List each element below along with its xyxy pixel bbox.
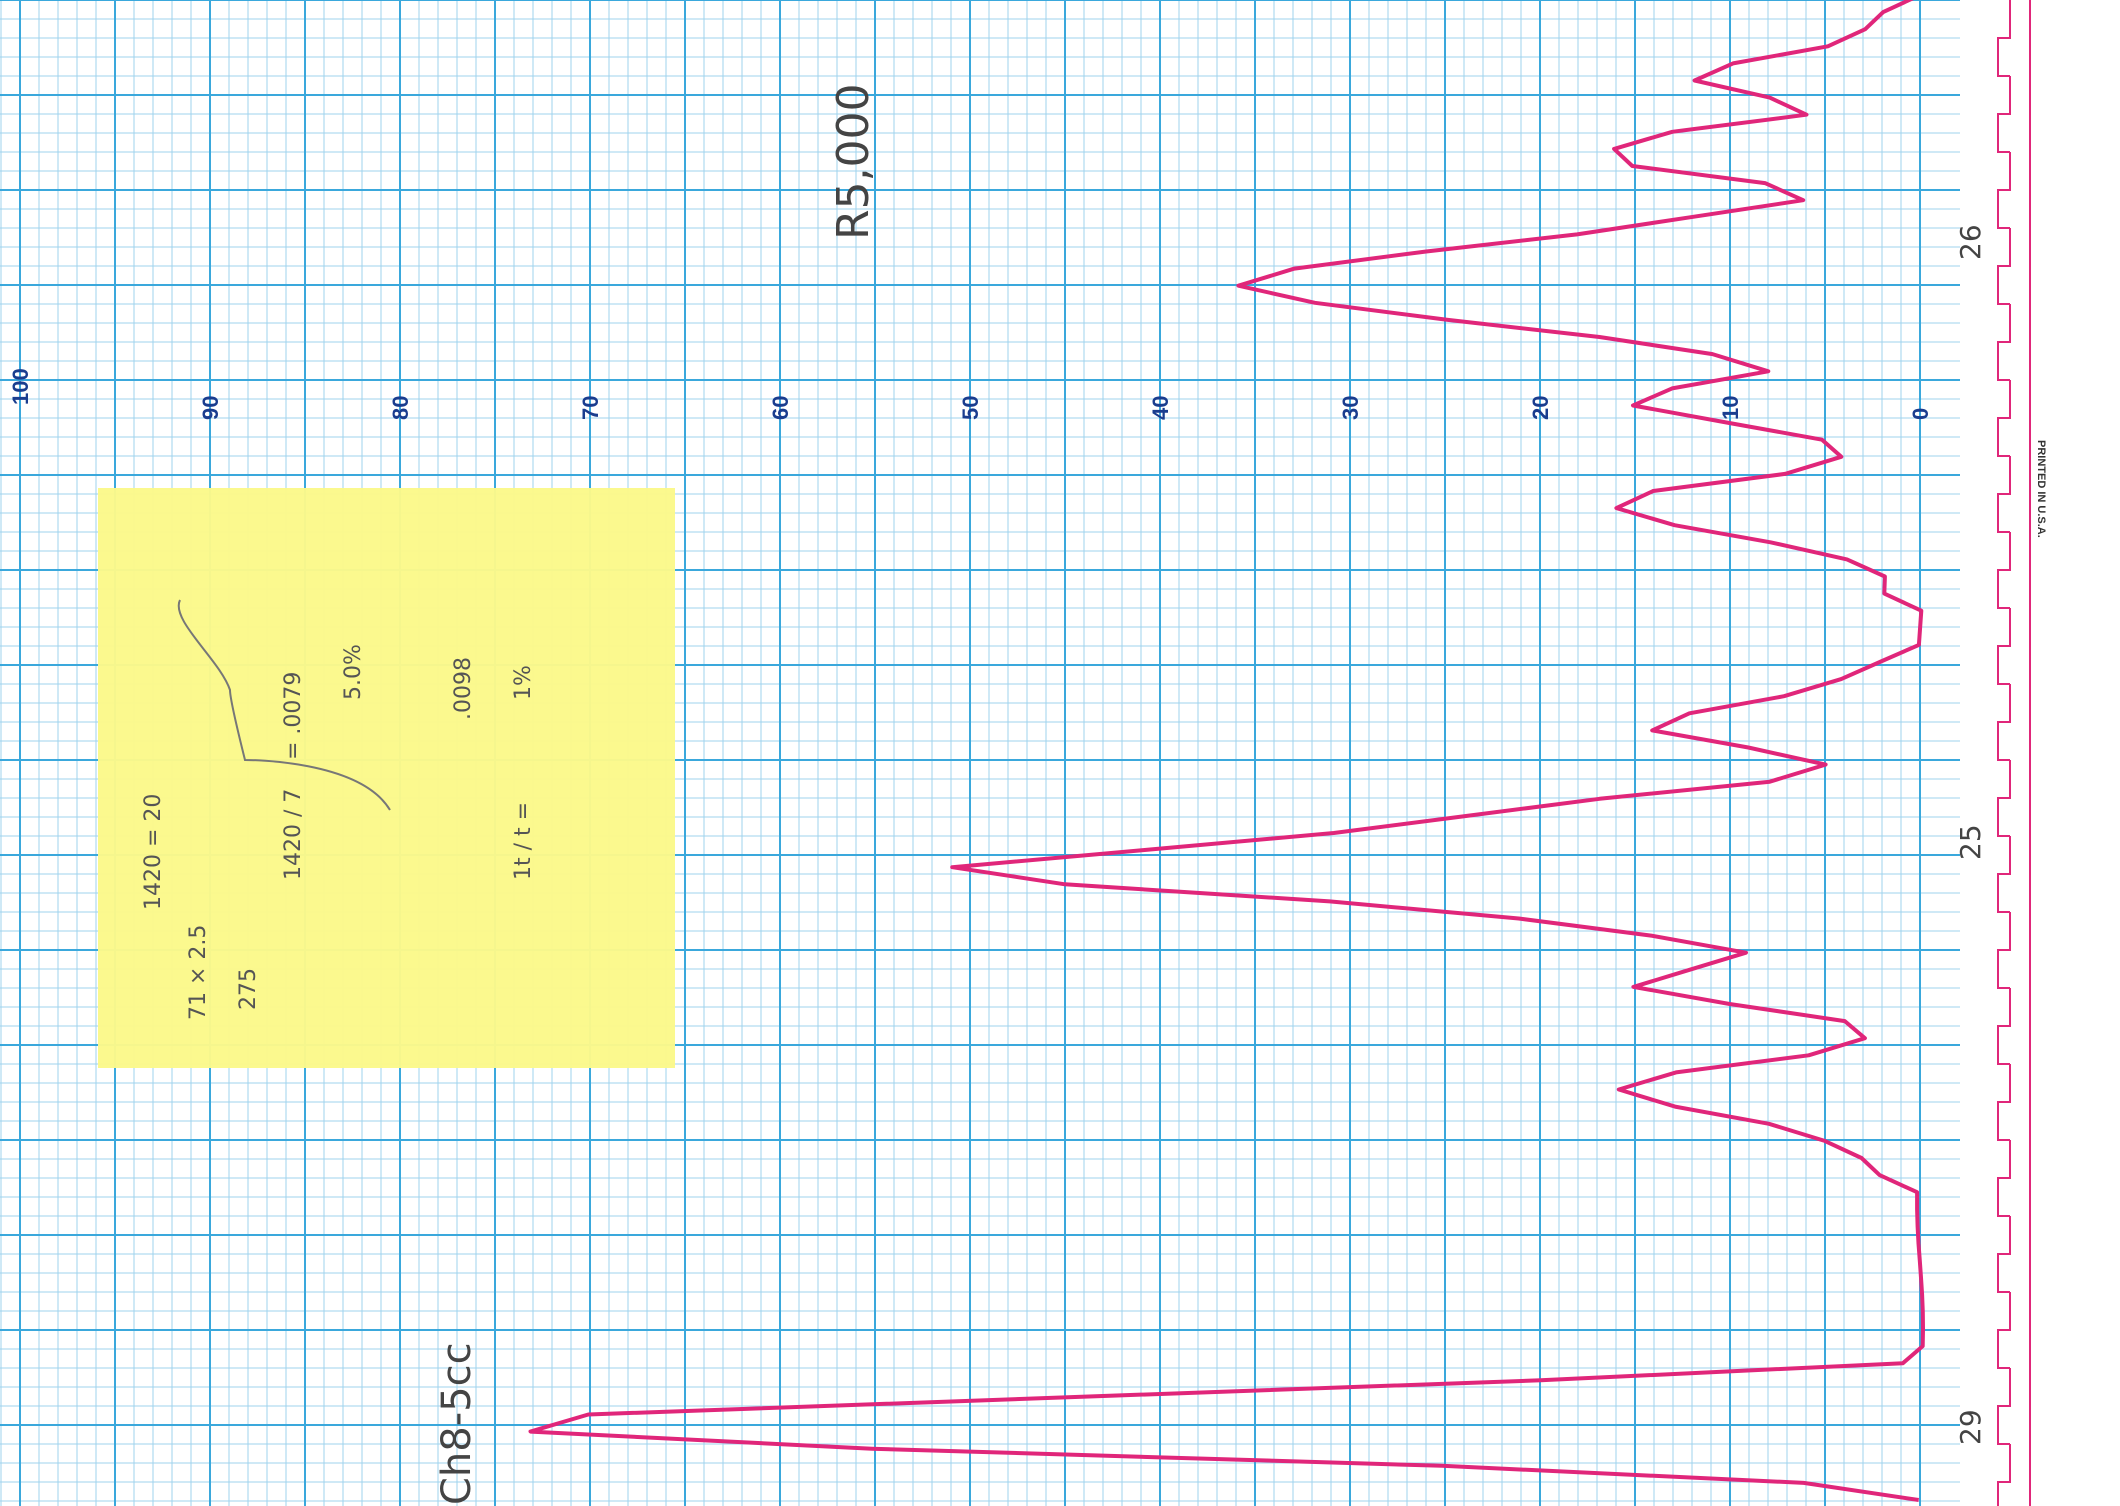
sample-annotation: Ch8-5cc [434, 1342, 480, 1505]
margin-crenellation [1997, 0, 2011, 1506]
sticky-note-sketch-curve [177, 599, 391, 811]
sticky-note-line4: 1420 / 7 [281, 789, 306, 880]
tick-label-60: 60 [768, 396, 793, 420]
sticky-note: 71 × 2.5 275 1420 = 20 1420 / 7 = .0079 … [98, 488, 675, 1068]
tick-label-0: 0 [1908, 408, 1933, 420]
sticky-note-line8: .0098 [451, 657, 476, 720]
chart-margin-perforations [1997, 0, 2031, 1506]
margin-mark-2: 25 [1954, 824, 1987, 860]
pen-trace [528, 0, 1925, 1502]
tick-label-20: 20 [1528, 396, 1553, 420]
sticky-note-line5: = .0079 [281, 672, 306, 760]
range-annotation: R5,000 [828, 83, 879, 240]
tick-label-40: 40 [1148, 396, 1173, 420]
sticky-note-paper [98, 488, 675, 1068]
tick-label-30: 30 [1338, 396, 1363, 420]
sticky-note-line6: 5.0% [341, 644, 366, 700]
grid-major [0, 0, 1960, 1506]
sticky-note-line9: 1% [511, 665, 536, 700]
tick-label-80: 80 [388, 396, 413, 420]
sticky-note-line2: 275 [236, 968, 261, 1010]
sticky-note-line7: 1t / t = [511, 802, 536, 880]
tick-label-70: 70 [578, 396, 603, 420]
tick-label-100: 100 [8, 368, 33, 405]
margin-mark-1: 26 [1954, 224, 1987, 260]
printed-in-usa: PRINTED IN U.S.A. [2035, 440, 2047, 538]
tick-label-10: 10 [1718, 396, 1743, 420]
value-axis-ticks: 0 10 20 30 40 50 60 70 80 90 100 [8, 368, 1933, 420]
sticky-note-line3: 1420 = 20 [141, 794, 166, 910]
margin-mark-3: 29 [1954, 1409, 1987, 1445]
sticky-note-line1: 71 × 2.5 [186, 925, 211, 1020]
tick-label-90: 90 [198, 396, 223, 420]
tick-label-50: 50 [958, 396, 983, 420]
